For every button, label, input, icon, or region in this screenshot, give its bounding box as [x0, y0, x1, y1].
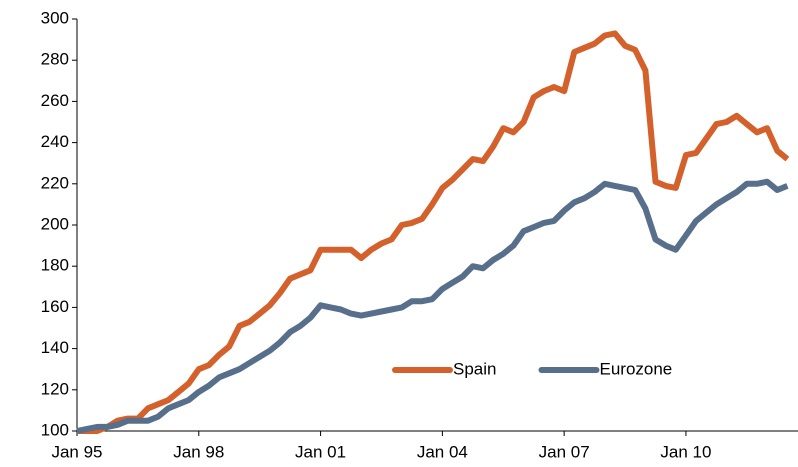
y-tick-label: 300 [41, 8, 69, 27]
y-tick-label: 140 [41, 338, 69, 357]
y-tick-label: 160 [41, 297, 69, 316]
x-tick-label: Jan 95 [51, 442, 102, 461]
y-tick-label: 180 [41, 256, 69, 275]
y-tick-label: 280 [41, 50, 69, 69]
y-tick-label: 260 [41, 91, 69, 110]
x-tick-label: Jan 04 [417, 442, 468, 461]
legend-label: Spain [453, 359, 496, 378]
x-tick-label: Jan 01 [295, 442, 346, 461]
x-tick-label: Jan 10 [660, 442, 711, 461]
x-tick-label: Jan 07 [539, 442, 590, 461]
series-line [77, 30, 790, 434]
y-tick-label: 100 [41, 420, 69, 439]
y-tick-label: 220 [41, 173, 69, 192]
legend-label: Eurozone [599, 359, 672, 378]
x-tick-label: Jan 98 [173, 442, 224, 461]
y-tick-label: 120 [41, 379, 69, 398]
y-tick-label: 200 [41, 214, 69, 233]
y-tick-label: 240 [41, 132, 69, 151]
series-line [76, 178, 789, 434]
